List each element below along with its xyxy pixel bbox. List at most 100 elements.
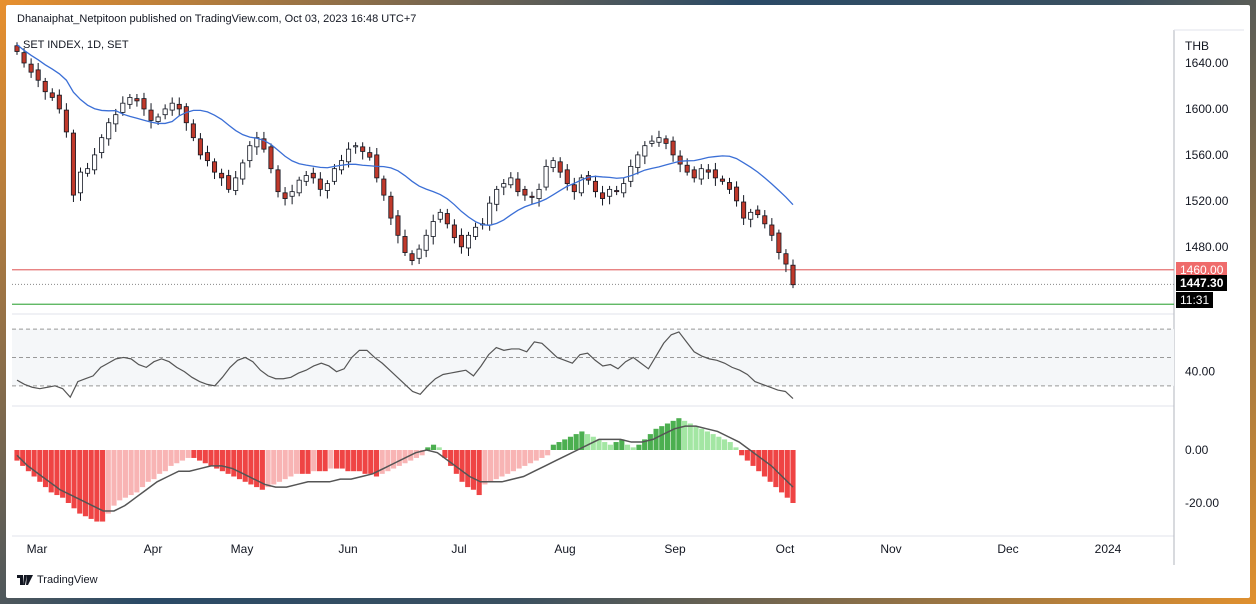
macd-histogram-bar — [573, 434, 579, 450]
macd-histogram-bar — [636, 444, 642, 450]
macd-histogram-bar — [419, 450, 425, 456]
candle-up — [656, 137, 662, 143]
candle-up — [748, 211, 754, 220]
macd-histogram-bar — [465, 450, 471, 488]
macd-histogram-bar — [721, 439, 728, 450]
macd-tick-label: 0.00 — [1185, 443, 1209, 457]
macd-histogram-bar — [488, 450, 494, 482]
candle-up — [77, 171, 84, 194]
candle-up — [233, 177, 239, 191]
candle-down — [183, 106, 189, 124]
macd-histogram-bar — [630, 447, 636, 450]
candle-up — [649, 140, 655, 144]
macd-histogram-bar — [60, 450, 66, 498]
macd-histogram-bar — [82, 450, 89, 517]
macd-histogram-bar — [744, 450, 750, 461]
brand-label: TradingView — [37, 574, 98, 586]
macd-histogram-bar — [288, 450, 294, 477]
x-tick-label: Apr — [144, 542, 163, 556]
x-tick-label: Aug — [554, 542, 575, 556]
candle-up — [162, 108, 168, 116]
macd-histogram-bar — [174, 450, 180, 464]
candle-up — [99, 137, 105, 153]
macd-histogram-bar — [259, 450, 265, 490]
candle-down — [677, 155, 683, 165]
macd-histogram-bar — [482, 450, 488, 485]
candle-up — [106, 122, 112, 140]
x-tick-label: Dec — [997, 542, 1018, 556]
x-tick-label: May — [231, 542, 254, 556]
macd-histogram-bar — [676, 418, 682, 450]
candle-up — [508, 177, 514, 186]
candle-down — [691, 169, 697, 179]
candle-up — [346, 148, 352, 163]
macd-histogram-bar — [88, 450, 94, 519]
macd-histogram-bar — [322, 450, 328, 472]
candle-down — [776, 232, 782, 253]
macd-tick-label: -20.00 — [1185, 496, 1219, 510]
macd-histogram-bar — [271, 450, 277, 485]
x-tick-label: Jul — [451, 542, 466, 556]
macd-histogram-bar — [436, 447, 442, 450]
macd-histogram-bar — [311, 450, 317, 472]
candle-up — [698, 168, 704, 180]
macd-histogram-bar — [145, 450, 151, 482]
candle-up — [430, 221, 436, 237]
candle-up — [120, 102, 126, 113]
candle-down — [783, 253, 789, 265]
macd-histogram-bar — [282, 450, 288, 480]
macd-histogram-bar — [750, 450, 756, 466]
candle-up — [437, 211, 443, 220]
candle-down — [684, 164, 690, 173]
macd-histogram-bar — [134, 450, 140, 493]
candle-down — [268, 146, 274, 170]
macd-histogram-bar — [54, 450, 60, 496]
macd-histogram-bar — [208, 450, 214, 466]
candle-down — [790, 264, 796, 286]
macd-histogram-bar — [77, 450, 83, 514]
candle-down — [762, 215, 768, 225]
macd-histogram-bar — [42, 450, 49, 488]
candle-down — [726, 182, 733, 190]
candle-down — [600, 192, 606, 199]
macd-histogram-bar — [647, 434, 653, 450]
candle-down — [705, 169, 711, 173]
macd-histogram-bar — [739, 450, 745, 456]
candle-up — [324, 183, 330, 191]
candle-down — [402, 236, 408, 253]
macd-histogram-bar — [316, 450, 322, 472]
macd-histogram-bar — [396, 450, 402, 466]
macd-histogram-bar — [379, 450, 385, 474]
candle-down — [592, 180, 598, 193]
candle-down — [275, 169, 281, 193]
macd-histogram-bar — [425, 447, 431, 450]
macd-histogram-bar — [682, 420, 688, 450]
candle-down — [755, 209, 761, 216]
macd-histogram-bar — [784, 450, 790, 498]
candle-down — [204, 152, 210, 162]
macd-histogram-bar — [550, 444, 556, 450]
macd-histogram-bar — [693, 426, 699, 450]
candle-up — [289, 191, 295, 197]
macd-histogram-bar — [242, 450, 248, 482]
candle-down — [571, 184, 577, 193]
candle-down — [409, 253, 415, 261]
price-tick-label: 1640.00 — [1185, 56, 1229, 70]
candle-up — [416, 248, 422, 259]
macd-histogram-bar — [162, 450, 168, 472]
macd-histogram-bar — [345, 450, 351, 472]
tradingview-logo[interactable]: TradingView — [17, 574, 98, 586]
candle-up — [550, 160, 556, 168]
candle-up — [331, 168, 337, 182]
macd-histogram-bar — [653, 428, 659, 450]
macd-histogram-bar — [168, 450, 174, 466]
macd-histogram-bar — [225, 450, 231, 474]
candle-down — [35, 69, 41, 81]
macd-histogram-bar — [94, 450, 100, 522]
macd-histogram-bar — [567, 436, 574, 450]
candle-down — [212, 161, 218, 173]
macd-histogram-bar — [687, 423, 693, 450]
candle-down — [49, 92, 55, 98]
x-tick-label: Oct — [776, 542, 795, 556]
